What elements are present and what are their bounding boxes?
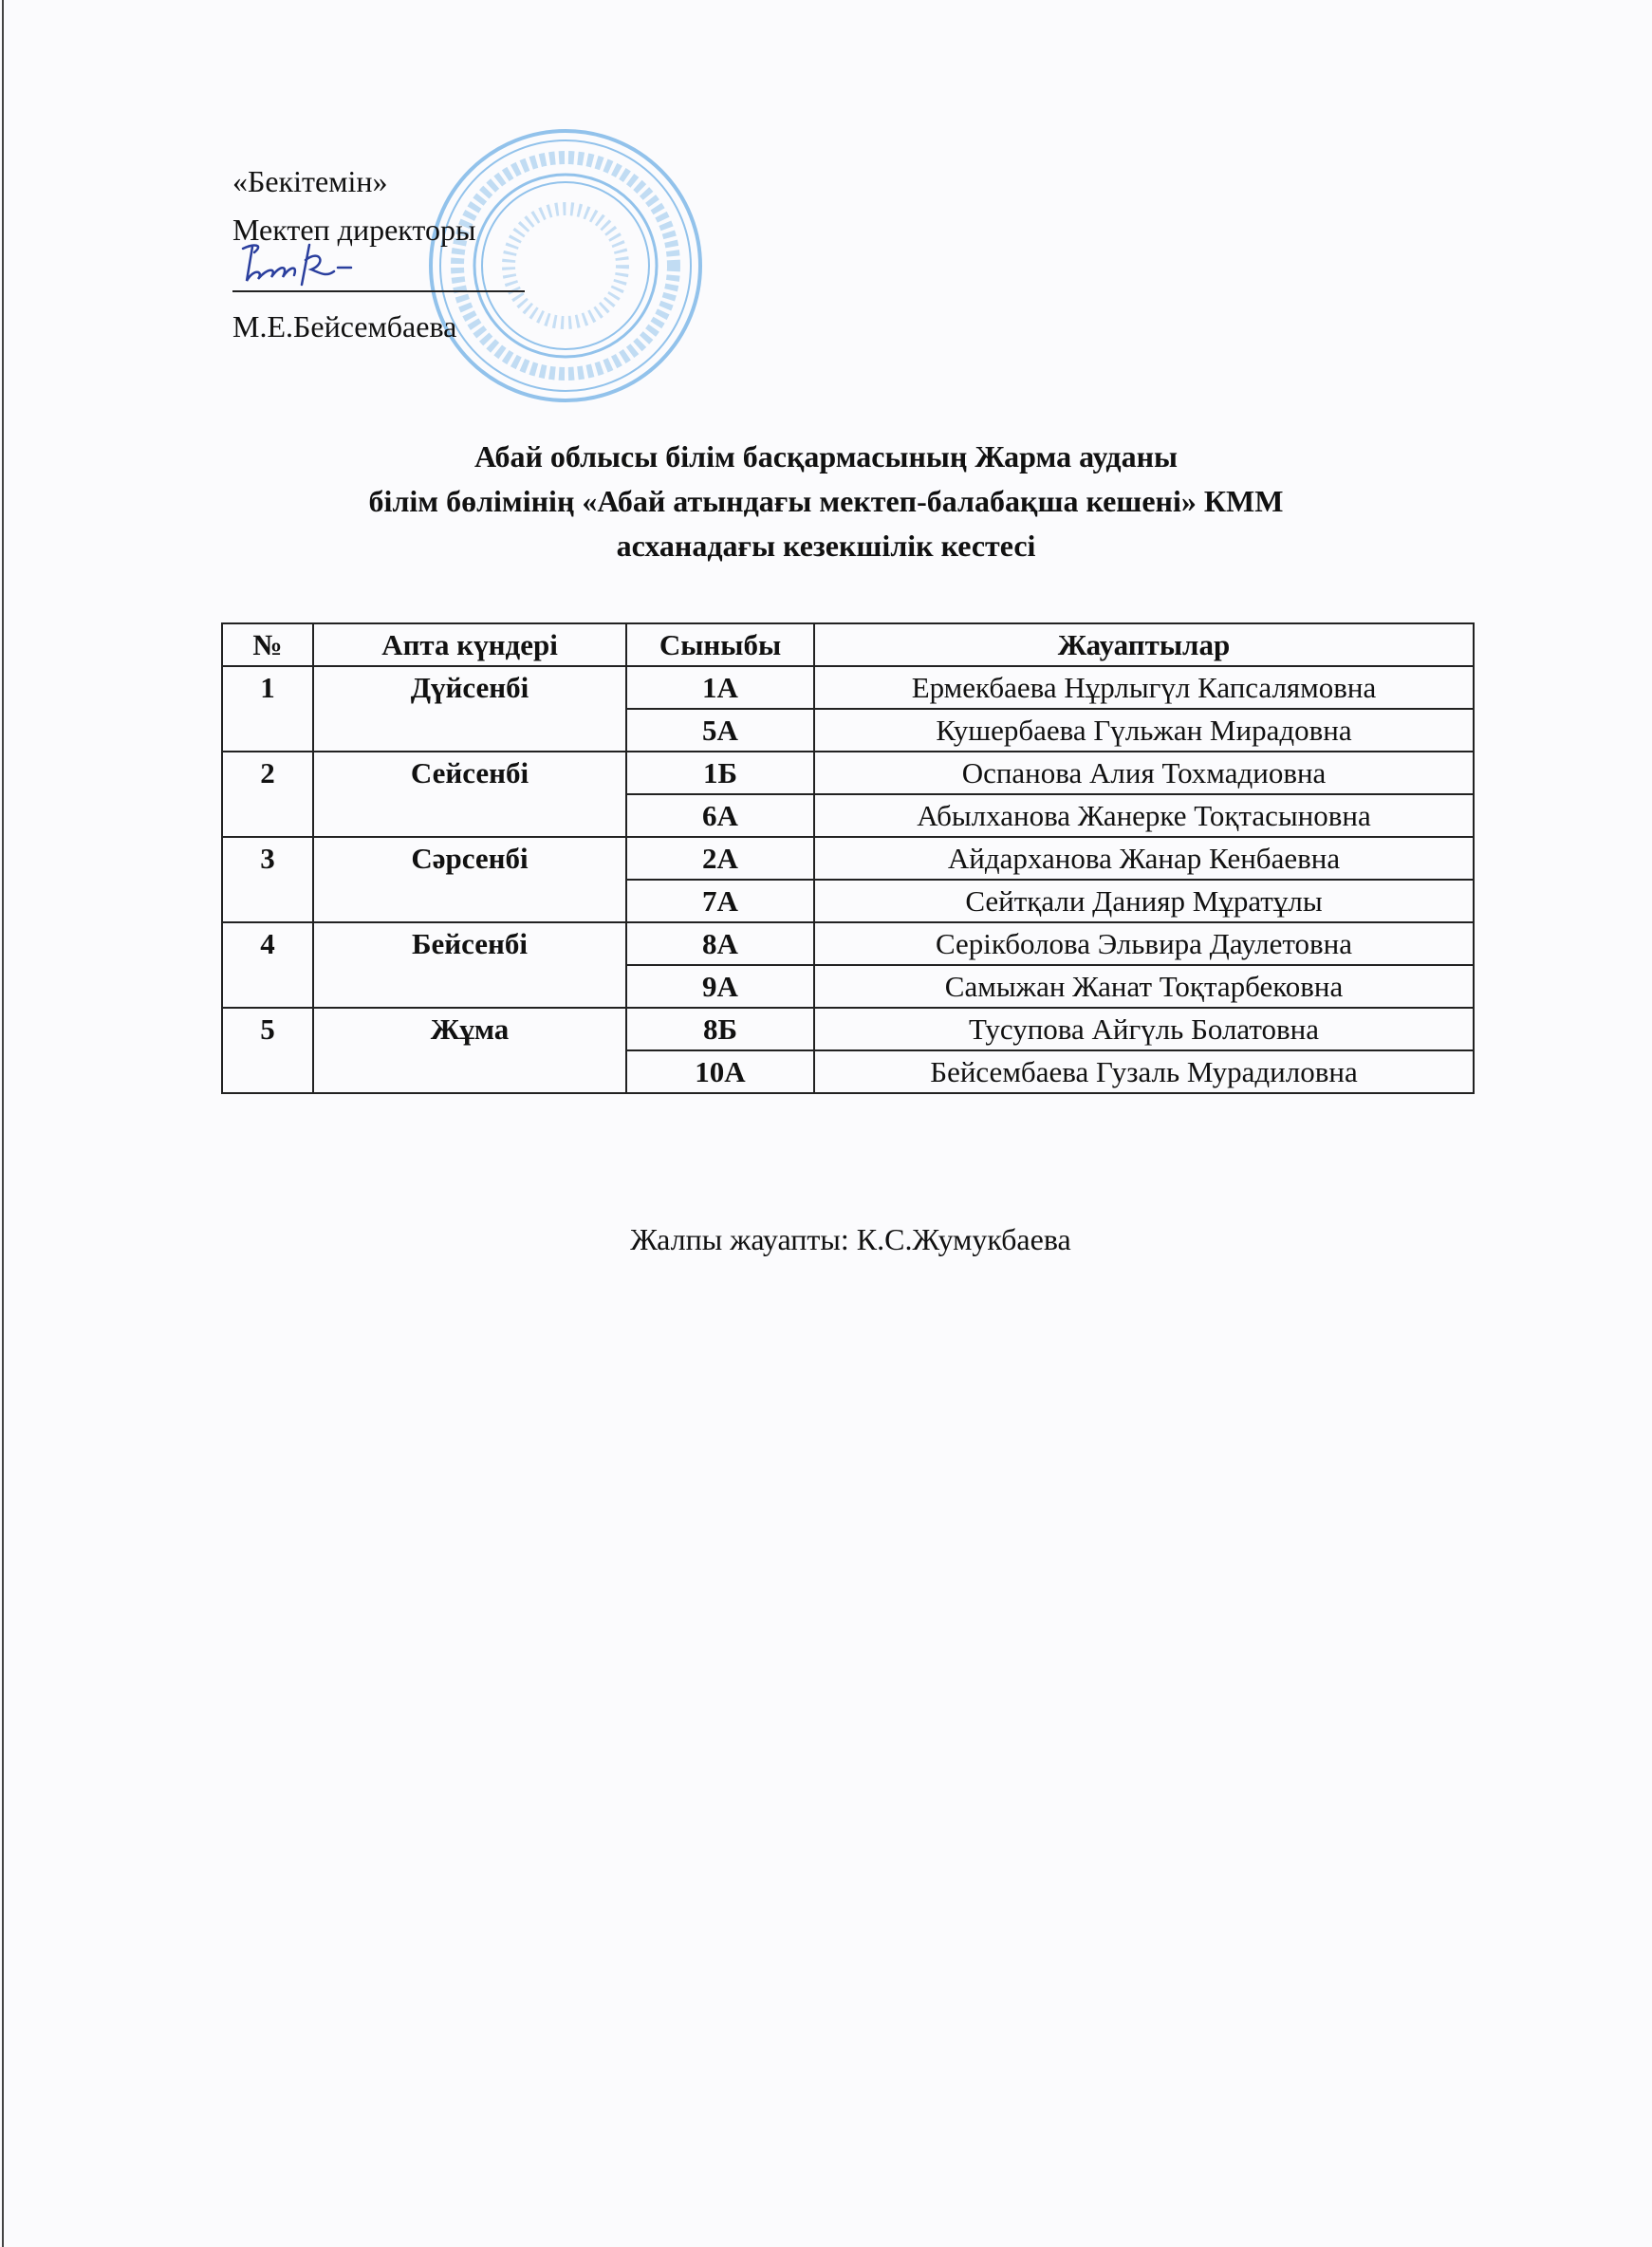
row-class: 7А [625,879,815,923]
table-row: 5 Жұма 8Б Тусупова Айгүль Болатовна [221,1007,1475,1094]
table-row: 7А Сейтқали Данияр Мұратұлы [222,879,1475,923]
row-class: 8А [625,921,815,966]
duty-schedule-table: № Апта күндері Сыныбы Жауаптылар 1 Дүйсен… [221,622,1475,1094]
approval-position: Мектеп директоры [232,213,476,247]
row-responsible: Абылханова Жанерке Тоқтасыновна [813,793,1475,838]
row-class: 9А [625,964,815,1009]
row-class: 1Б [625,751,815,795]
row-weekday: Дүйсенбі [312,665,627,752]
official-stamp [429,129,702,402]
signature [241,243,353,287]
table-row: 9А Самыжан Жанат Тоқтарбековна [222,964,1475,1009]
row-responsible: Тусупова Айгүль Болатовна [813,1007,1475,1051]
table-row: 6А Абылханова Жанерке Тоқтасыновна [222,793,1475,838]
row-weekday: Сейсенбі [312,751,627,838]
row-weekday: Сәрсенбі [312,836,627,923]
table-row: 1 Дүйсенбі 1А Ермекбаева Нұрлыгүл Капсалямо… [221,665,1475,752]
approval-heading: «Бекітемін» [232,164,388,198]
row-responsible: Айдарханова Жанар Кенбаевна [813,836,1475,881]
row-responsible: Самыжан Жанат Тоқтарбековна [813,964,1475,1009]
table-row: 4 Бейсенбі 8А Серікболова Эльвира Даулетовн… [221,921,1475,1009]
table-row: 2 Сейсенбі 1Б Оспанова Алия Тохмадиовна [221,751,1475,838]
approval-block: «Бекітемін» Мектеп директоры М.Е.Бейсемб… [232,158,475,351]
row-class: 8Б [625,1007,815,1051]
row-class: 6А [625,793,815,838]
row-class: 2А [625,836,815,881]
table-header-row: № Апта күндері Сыныбы Жауаптылар [221,622,1475,667]
row-number: 1 [221,665,314,752]
row-responsible: Серікболова Эльвира Даулетовна [813,921,1475,966]
signature-line [232,290,525,292]
title-line-1: Абай облысы білім басқармасының Жарма ау… [473,439,1179,474]
row-responsible: Сейтқали Данияр Мұратұлы [813,879,1475,923]
row-class: 5А [625,708,815,752]
title-line-2: білім бөлімінің «Абай атындағы мектеп-ба… [368,484,1284,518]
row-number: 5 [221,1007,314,1094]
row-class: 10А [625,1049,815,1094]
row-weekday: Жұма [312,1007,627,1094]
general-responsible: Жалпы жауапты: К.С.Жумукбаева [630,1222,1071,1256]
row-responsible: Кушербаева Гүльжан Мирадовна [813,708,1475,752]
header-number: № [221,622,314,667]
document-title: Абай облысы білім басқармасының Жарма ау… [0,435,1652,568]
row-number: 3 [221,836,314,923]
header-class: Сыныбы [625,622,815,667]
row-responsible: Бейсембаева Гузаль Мурадиловна [813,1049,1475,1094]
table-row: 3 Сәрсенбі 2А Айдарханова Жанар Кенбаевна [221,836,1475,923]
row-weekday: Бейсенбі [312,921,627,1009]
scan-edge [2,0,4,2247]
row-responsible: Ермекбаева Нұрлыгүл Капсалямовна [813,665,1475,710]
row-number: 2 [221,751,314,838]
approval-name: М.Е.Бейсембаева [232,309,457,344]
row-number: 4 [221,921,314,1009]
table-row: 5А Кушербаева Гүльжан Мирадовна [222,708,1475,752]
header-responsible: Жауаптылар [813,622,1475,667]
header-weekday: Апта күндері [312,622,627,667]
title-line-3: асханадағы кезекшілік кестесі [616,529,1036,563]
row-class: 1А [625,665,815,710]
row-responsible: Оспанова Алия Тохмадиовна [813,751,1475,795]
table-row: 10А Бейсембаева Гузаль Мурадиловна [222,1049,1475,1094]
